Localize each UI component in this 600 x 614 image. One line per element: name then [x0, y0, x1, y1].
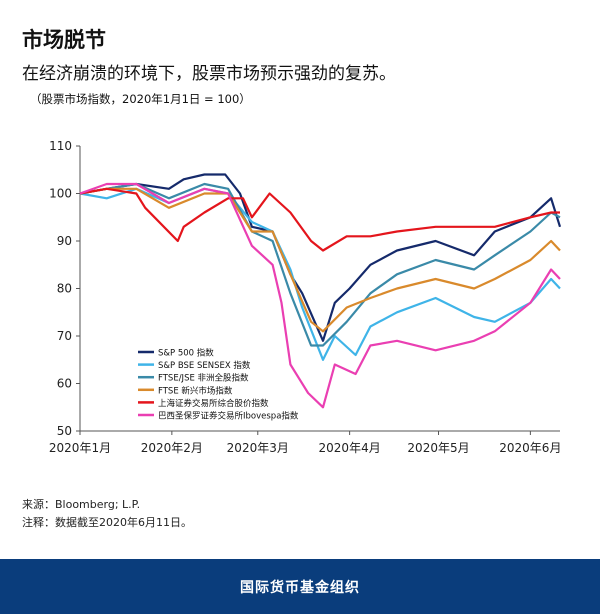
x-tick-label: 2020年6月: [499, 441, 561, 455]
y-tick-label: 70: [57, 329, 72, 343]
source-note: 来源：Bloomberg; L.P.: [22, 498, 141, 511]
y-tick-label: 60: [57, 377, 72, 391]
y-tick-label: 90: [57, 234, 72, 248]
legend-label: 上海证券交易所综合股价指数: [158, 398, 269, 409]
y-tick-label: 50: [57, 424, 72, 438]
series-line-4: [79, 187, 560, 252]
y-tick-label: 100: [49, 187, 72, 201]
x-tick-label: 2020年2月: [141, 441, 203, 455]
y-tick-label: 80: [57, 282, 72, 296]
series-line-3: [79, 187, 561, 333]
legend-label: 巴西圣保罗证券交易所Ibovespa指数: [158, 411, 299, 422]
footnote: 注释：数据截至2020年6月11日。: [22, 516, 192, 529]
line-chart: 50 60 70 80 90 100 110 2020年1月 2020年2月 2020年3月 202…: [49, 139, 562, 455]
page-title: 市场脱节: [22, 28, 106, 52]
x-tick-label: 2020年5月: [407, 441, 469, 455]
series-line-5: [79, 182, 561, 409]
x-tick-label: 2020年4月: [319, 441, 381, 455]
chart-legend: S&P 500 指数S&P BSE SENSEX 指数 FTSE/JSE 非洲全股…: [138, 348, 299, 422]
legend-label: S&P 500 指数: [158, 348, 214, 359]
chart-unit-note: （股票市场指数，2020年1月1日 = 100）: [30, 92, 251, 106]
series-line-2: [79, 182, 561, 347]
page-subtitle: 在经济崩溃的环境下，股票市场预示强劲的复苏。: [22, 64, 396, 84]
legend-label: S&P BSE SENSEX 指数: [158, 360, 251, 371]
legend-label: FTSE 新兴市场指数: [158, 385, 233, 396]
y-tick-label: 110: [49, 139, 72, 153]
chart-series-lines: [79, 173, 562, 409]
legend-label: FTSE/JSE 非洲全股指数: [158, 373, 249, 384]
brand-bar: 国际货币基金组织: [0, 559, 600, 614]
x-tick-label: 2020年1月: [49, 441, 111, 455]
brand-name: 国际货币基金组织: [240, 579, 360, 596]
x-tick-label: 2020年3月: [227, 441, 289, 455]
series-line-0: [79, 173, 562, 342]
chart-axes: 50 60 70 80 90 100 110 2020年1月 2020年2月 2020年3月 202…: [49, 139, 562, 455]
